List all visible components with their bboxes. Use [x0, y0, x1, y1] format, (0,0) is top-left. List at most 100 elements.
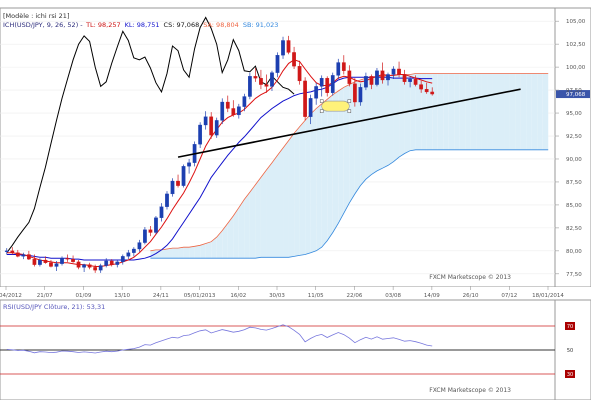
- bullish-candle: [170, 180, 175, 195]
- bullish-candle: [187, 162, 191, 167]
- support-trendline[interactable]: [177, 88, 521, 158]
- y-tick-label: 92,50: [566, 134, 582, 140]
- bullish-candle: [248, 76, 252, 97]
- bearish-candle: [43, 259, 48, 263]
- y-tick-label: 102,50: [566, 42, 586, 48]
- bearish-candle: [341, 62, 346, 71]
- rsi-level-label: 30: [567, 372, 573, 378]
- bullish-candle: [131, 248, 136, 253]
- cloud-segment: [233, 207, 239, 259]
- bullish-candle: [98, 265, 103, 271]
- cloud-segment: [371, 76, 377, 175]
- legend-item: ICH(USD/JPY, 9, 26, 52) -: [3, 21, 83, 29]
- bullish-candle: [408, 78, 412, 82]
- cloud-segment: [426, 73, 433, 150]
- y-tick-label: 95,00: [566, 111, 582, 117]
- x-tick-label: 30/03: [269, 293, 285, 299]
- cloud-segment: [504, 73, 510, 150]
- bullish-candle: [386, 74, 390, 81]
- bullish-candle: [391, 68, 396, 75]
- bullish-candle: [364, 76, 368, 88]
- highlight-rectangle[interactable]: [321, 100, 350, 112]
- cloud-segment: [172, 248, 179, 259]
- cloud-segment: [321, 99, 328, 248]
- bullish-candle: [220, 101, 225, 121]
- bullish-candle: [308, 98, 313, 117]
- cloud-segment: [421, 73, 427, 150]
- bullish-candle: [137, 242, 142, 250]
- cloud-segment: [537, 73, 543, 150]
- bearish-candle: [347, 70, 352, 84]
- cloud-segment: [470, 73, 477, 150]
- cloud-segment: [393, 74, 400, 162]
- y-tick-label: 97,50: [566, 88, 582, 94]
- bearish-candle: [209, 116, 214, 136]
- rsi-level-label: 70: [567, 324, 573, 330]
- bearish-candle: [148, 229, 153, 233]
- rsi-level-marker: [565, 370, 575, 378]
- rsi-header: RSI(USD/JPY Clôture, 21): 53,31: [3, 303, 105, 311]
- cloud-segment: [509, 73, 516, 150]
- last-price-tag: [556, 90, 590, 99]
- cloud-segment: [178, 247, 184, 259]
- highlight-handle[interactable]: [319, 99, 324, 103]
- cloud-segment: [354, 79, 361, 194]
- cloud-segment: [382, 75, 389, 169]
- rsi-watermark: FXCM Marketscope © 2013: [429, 387, 511, 394]
- x-tick-label: 21/04/2012: [0, 293, 22, 299]
- highlight-handle[interactable]: [319, 109, 324, 113]
- cloud-segment: [531, 73, 538, 150]
- cloud-segment: [294, 126, 300, 257]
- bullish-candle: [242, 96, 247, 107]
- bearish-candle: [231, 108, 236, 116]
- bullish-candle: [358, 87, 363, 103]
- cloud-segment: [211, 237, 217, 259]
- cloud-segment: [443, 73, 449, 150]
- cloud-segment: [305, 113, 311, 255]
- bearish-candle: [369, 76, 374, 85]
- cloud-segment: [520, 73, 527, 150]
- legend-item: SA: 98,804: [203, 21, 239, 29]
- cloud-segment: [155, 249, 162, 259]
- bearish-candle: [413, 78, 418, 85]
- bearish-candle: [225, 101, 230, 109]
- cloud-segment: [271, 155, 278, 258]
- cloud-segment: [410, 73, 416, 151]
- cloud-segment: [266, 162, 272, 258]
- bullish-candle: [203, 116, 208, 126]
- indicator-legend: ICH(USD/JPY, 9, 26, 52) - TL: 98,257 KL: 9…: [3, 21, 278, 29]
- cloud-segment: [432, 73, 438, 150]
- x-tick-label: 16/02: [230, 293, 246, 299]
- legend-item: SB: 91,023: [243, 21, 279, 29]
- cloud-segment: [365, 77, 372, 180]
- legend-item: TL: 98,257: [85, 21, 121, 29]
- bullish-candle: [281, 40, 285, 56]
- bullish-candle: [236, 106, 241, 116]
- x-tick-label: 11/05: [308, 293, 324, 299]
- bearish-candle: [402, 74, 407, 82]
- cloud-segment: [404, 74, 411, 154]
- bullish-candle: [198, 124, 203, 145]
- cloud-segment: [332, 91, 339, 233]
- bearish-candle: [397, 68, 401, 75]
- cloud-segment: [459, 73, 466, 150]
- cloud-segment: [437, 73, 444, 150]
- y-tick-label: 100,00: [566, 65, 586, 71]
- bearish-candle: [109, 260, 114, 265]
- rsi-level-marker: [565, 346, 575, 354]
- highlight-handle[interactable]: [347, 99, 352, 103]
- x-tick-label: 24/11: [153, 293, 169, 299]
- cloud-segment: [542, 73, 549, 150]
- y-tick-label: 90,00: [566, 157, 582, 163]
- x-tick-label: 03/08: [385, 293, 401, 299]
- bullish-candle: [154, 217, 158, 233]
- bearish-candle: [71, 258, 75, 263]
- bearish-candle: [87, 264, 92, 268]
- bearish-candle: [93, 267, 98, 271]
- bullish-candle: [181, 166, 186, 186]
- bearish-candle: [264, 84, 269, 87]
- bearish-candle: [424, 89, 429, 93]
- highlight-handle[interactable]: [347, 109, 352, 113]
- cloud-segment: [277, 147, 284, 258]
